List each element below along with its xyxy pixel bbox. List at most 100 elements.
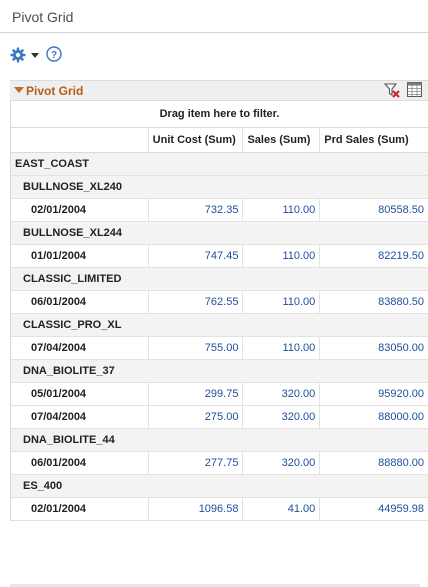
pivot-grid-panel: Pivot Grid Drag item here to filter. Uni… [10,80,428,587]
row-date-label: 02/01/2004 [11,498,149,520]
group-row: ES_400 [11,475,428,498]
sales-cell[interactable]: 41.00 [243,498,321,520]
panel-title[interactable]: Pivot Grid [26,84,84,98]
empty-cell [320,429,428,451]
help-button[interactable]: ? [46,45,62,65]
empty-cell [320,153,428,175]
sales-cell[interactable]: 320.00 [243,383,321,405]
empty-cell [149,153,244,175]
row-group-label[interactable]: EAST_COAST [15,158,89,170]
unit-cost-cell[interactable]: 762.55 [149,291,244,313]
empty-cell [320,314,428,336]
filter-drop-zone[interactable]: Drag item here to filter. [11,101,428,128]
empty-cell [243,222,320,244]
gear-icon [10,47,26,63]
row-date-label: 07/04/2004 [11,406,149,428]
unit-cost-cell[interactable]: 277.75 [149,452,244,474]
empty-cell [243,176,320,198]
empty-cell [320,222,428,244]
help-icon: ? [46,45,62,65]
data-row: 05/01/2004 299.75 320.00 95920.00 [11,383,428,406]
row-group-label[interactable]: CLASSIC_LIMITED [23,273,122,285]
row-group-label[interactable]: DNA_BIOLITE_44 [23,434,115,446]
prd-sales-cell[interactable]: 83050.00 [378,342,424,354]
unit-cost-cell[interactable]: 755.00 [149,337,244,359]
data-row: 01/01/2004 747.45 110.00 82219.50 [11,245,428,268]
prd-sales-cell[interactable]: 88000.00 [378,411,424,423]
column-header-unit-cost[interactable]: Unit Cost (Sum) [149,128,244,152]
prd-sales-cell[interactable]: 95920.00 [378,388,424,400]
sales-cell[interactable]: 320.00 [243,452,321,474]
sales-cell[interactable]: 110.00 [243,245,321,267]
data-row: 02/01/2004 1096.58 41.00 44959.98 [11,498,428,521]
empty-cell [149,222,244,244]
column-header-prd-sales[interactable]: Prd Sales (Sum) [324,134,409,146]
unit-cost-cell[interactable]: 299.75 [149,383,244,405]
unit-cost-cell[interactable]: 1096.58 [149,498,244,520]
sales-cell[interactable]: 320.00 [243,406,321,428]
empty-cell [243,475,320,497]
row-date-label: 06/01/2004 [11,452,149,474]
row-group-label[interactable]: BULLNOSE_XL244 [23,227,123,239]
group-row: BULLNOSE_XL244 [11,222,428,245]
unit-cost-cell[interactable]: 732.35 [149,199,244,221]
empty-cell [149,429,244,451]
group-row: DNA_BIOLITE_37 [11,360,428,383]
sales-cell[interactable]: 110.00 [243,291,321,313]
row-group-label[interactable]: CLASSIC_PRO_XL [23,319,122,331]
empty-cell [243,153,320,175]
empty-cell [149,314,244,336]
prd-sales-cell[interactable]: 88880.00 [378,457,424,469]
data-row: 06/01/2004 762.55 110.00 83880.50 [11,291,428,314]
column-header-sales[interactable]: Sales (Sum) [243,128,321,152]
toolbar: ? [10,44,62,66]
prd-sales-cell[interactable]: 83880.50 [378,296,424,308]
row-header-corner [11,128,149,152]
empty-cell [149,268,244,290]
pivot-grid-table: Drag item here to filter. Unit Cost (Sum… [10,101,428,521]
unit-cost-cell[interactable]: 747.45 [149,245,244,267]
empty-cell [320,360,428,382]
page-title: Pivot Grid [12,9,74,25]
unit-cost-cell[interactable]: 275.00 [149,406,244,428]
empty-cell [243,268,320,290]
row-group-label[interactable]: BULLNOSE_XL240 [23,181,123,193]
chevron-down-icon [31,52,39,58]
row-group-label[interactable]: ES_400 [23,480,63,492]
settings-menu-button[interactable] [10,47,46,63]
group-row: CLASSIC_PRO_XL [11,314,428,337]
empty-cell [320,176,428,198]
grid-body: EAST_COAST BULLNOSE_XL240 02/01/2004 732.35… [11,153,428,521]
column-header-row: Unit Cost (Sum) Sales (Sum) Prd Sales (S… [11,128,428,153]
empty-cell [149,176,244,198]
row-date-label: 02/01/2004 [11,199,149,221]
prd-sales-cell[interactable]: 82219.50 [378,250,424,262]
help-glyph: ? [51,50,57,61]
empty-cell [149,360,244,382]
data-row: 06/01/2004 277.75 320.00 88880.00 [11,452,428,475]
sales-cell[interactable]: 110.00 [243,337,321,359]
data-row: 02/01/2004 732.35 110.00 80558.50 [11,199,428,222]
row-date-label: 06/01/2004 [11,291,149,313]
group-row: EAST_COAST [11,153,428,176]
group-row: DNA_BIOLITE_44 [11,429,428,452]
empty-cell [243,360,320,382]
row-date-label: 05/01/2004 [11,383,149,405]
empty-cell [243,429,320,451]
row-group-label[interactable]: DNA_BIOLITE_37 [23,365,115,377]
collapse-toggle-icon[interactable] [14,87,24,93]
prd-sales-cell[interactable]: 80558.50 [378,204,424,216]
empty-cell [243,314,320,336]
grid-options-icon[interactable] [407,82,422,102]
title-bar: Pivot Grid [0,0,428,33]
empty-cell [149,475,244,497]
sales-cell[interactable]: 110.00 [243,199,321,221]
empty-cell [320,268,428,290]
panel-header-icons [383,82,422,102]
group-row: BULLNOSE_XL240 [11,176,428,199]
clear-filter-icon[interactable] [383,82,401,102]
group-row: CLASSIC_LIMITED [11,268,428,291]
row-date-label: 01/01/2004 [11,245,149,267]
prd-sales-cell[interactable]: 44959.98 [378,503,424,515]
row-date-label: 07/04/2004 [11,337,149,359]
